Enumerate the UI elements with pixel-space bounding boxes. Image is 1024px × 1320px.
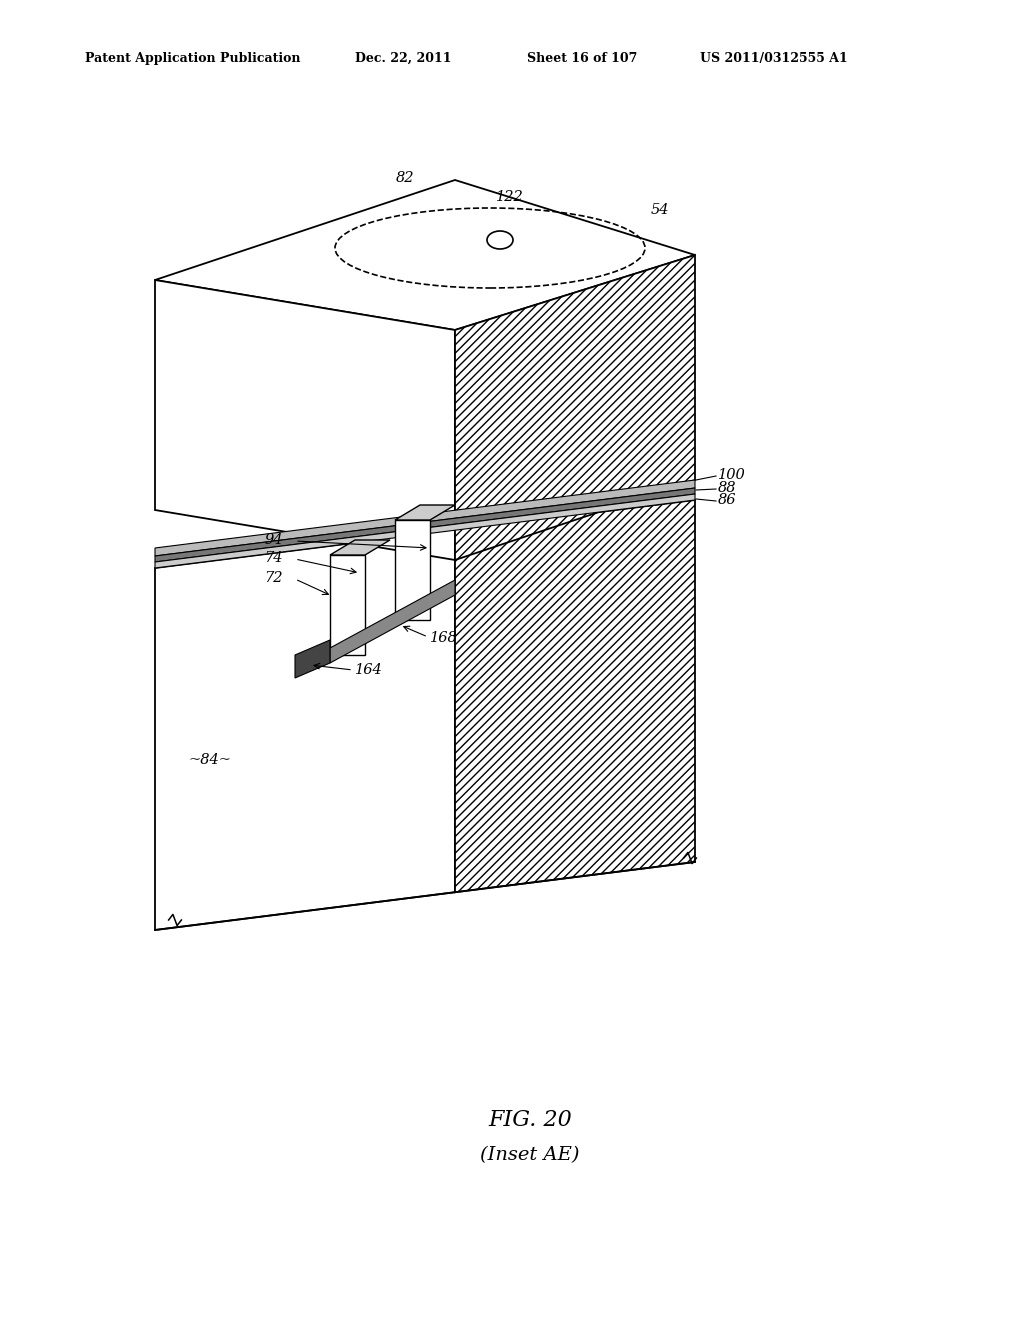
Text: 82: 82 xyxy=(395,172,415,185)
Polygon shape xyxy=(155,180,695,330)
Polygon shape xyxy=(295,640,330,678)
Polygon shape xyxy=(395,520,430,620)
Text: ~84~: ~84~ xyxy=(188,752,231,767)
Text: 74: 74 xyxy=(264,550,283,565)
Polygon shape xyxy=(155,480,695,556)
Text: Patent Application Publication: Patent Application Publication xyxy=(85,51,300,65)
Text: (Inset AE): (Inset AE) xyxy=(480,1146,580,1164)
Polygon shape xyxy=(395,506,455,520)
Text: 88: 88 xyxy=(718,480,736,495)
Polygon shape xyxy=(155,531,455,931)
Text: 122: 122 xyxy=(496,190,524,205)
Text: 168: 168 xyxy=(430,631,458,645)
Text: Dec. 22, 2011: Dec. 22, 2011 xyxy=(355,51,452,65)
Text: US 2011/0312555 A1: US 2011/0312555 A1 xyxy=(700,51,848,65)
Polygon shape xyxy=(155,494,695,568)
Text: 100: 100 xyxy=(718,469,745,482)
Text: 72: 72 xyxy=(264,572,283,585)
Text: 86: 86 xyxy=(718,492,736,507)
Polygon shape xyxy=(330,554,365,655)
Polygon shape xyxy=(155,488,695,562)
Text: 164: 164 xyxy=(355,663,383,677)
Polygon shape xyxy=(455,255,695,560)
Polygon shape xyxy=(330,540,390,554)
Text: 94: 94 xyxy=(264,533,283,546)
Text: Sheet 16 of 107: Sheet 16 of 107 xyxy=(527,51,637,65)
Text: 54: 54 xyxy=(650,203,670,216)
Polygon shape xyxy=(155,280,455,560)
Polygon shape xyxy=(455,500,695,892)
Polygon shape xyxy=(330,579,455,663)
Text: FIG. 20: FIG. 20 xyxy=(488,1109,571,1131)
